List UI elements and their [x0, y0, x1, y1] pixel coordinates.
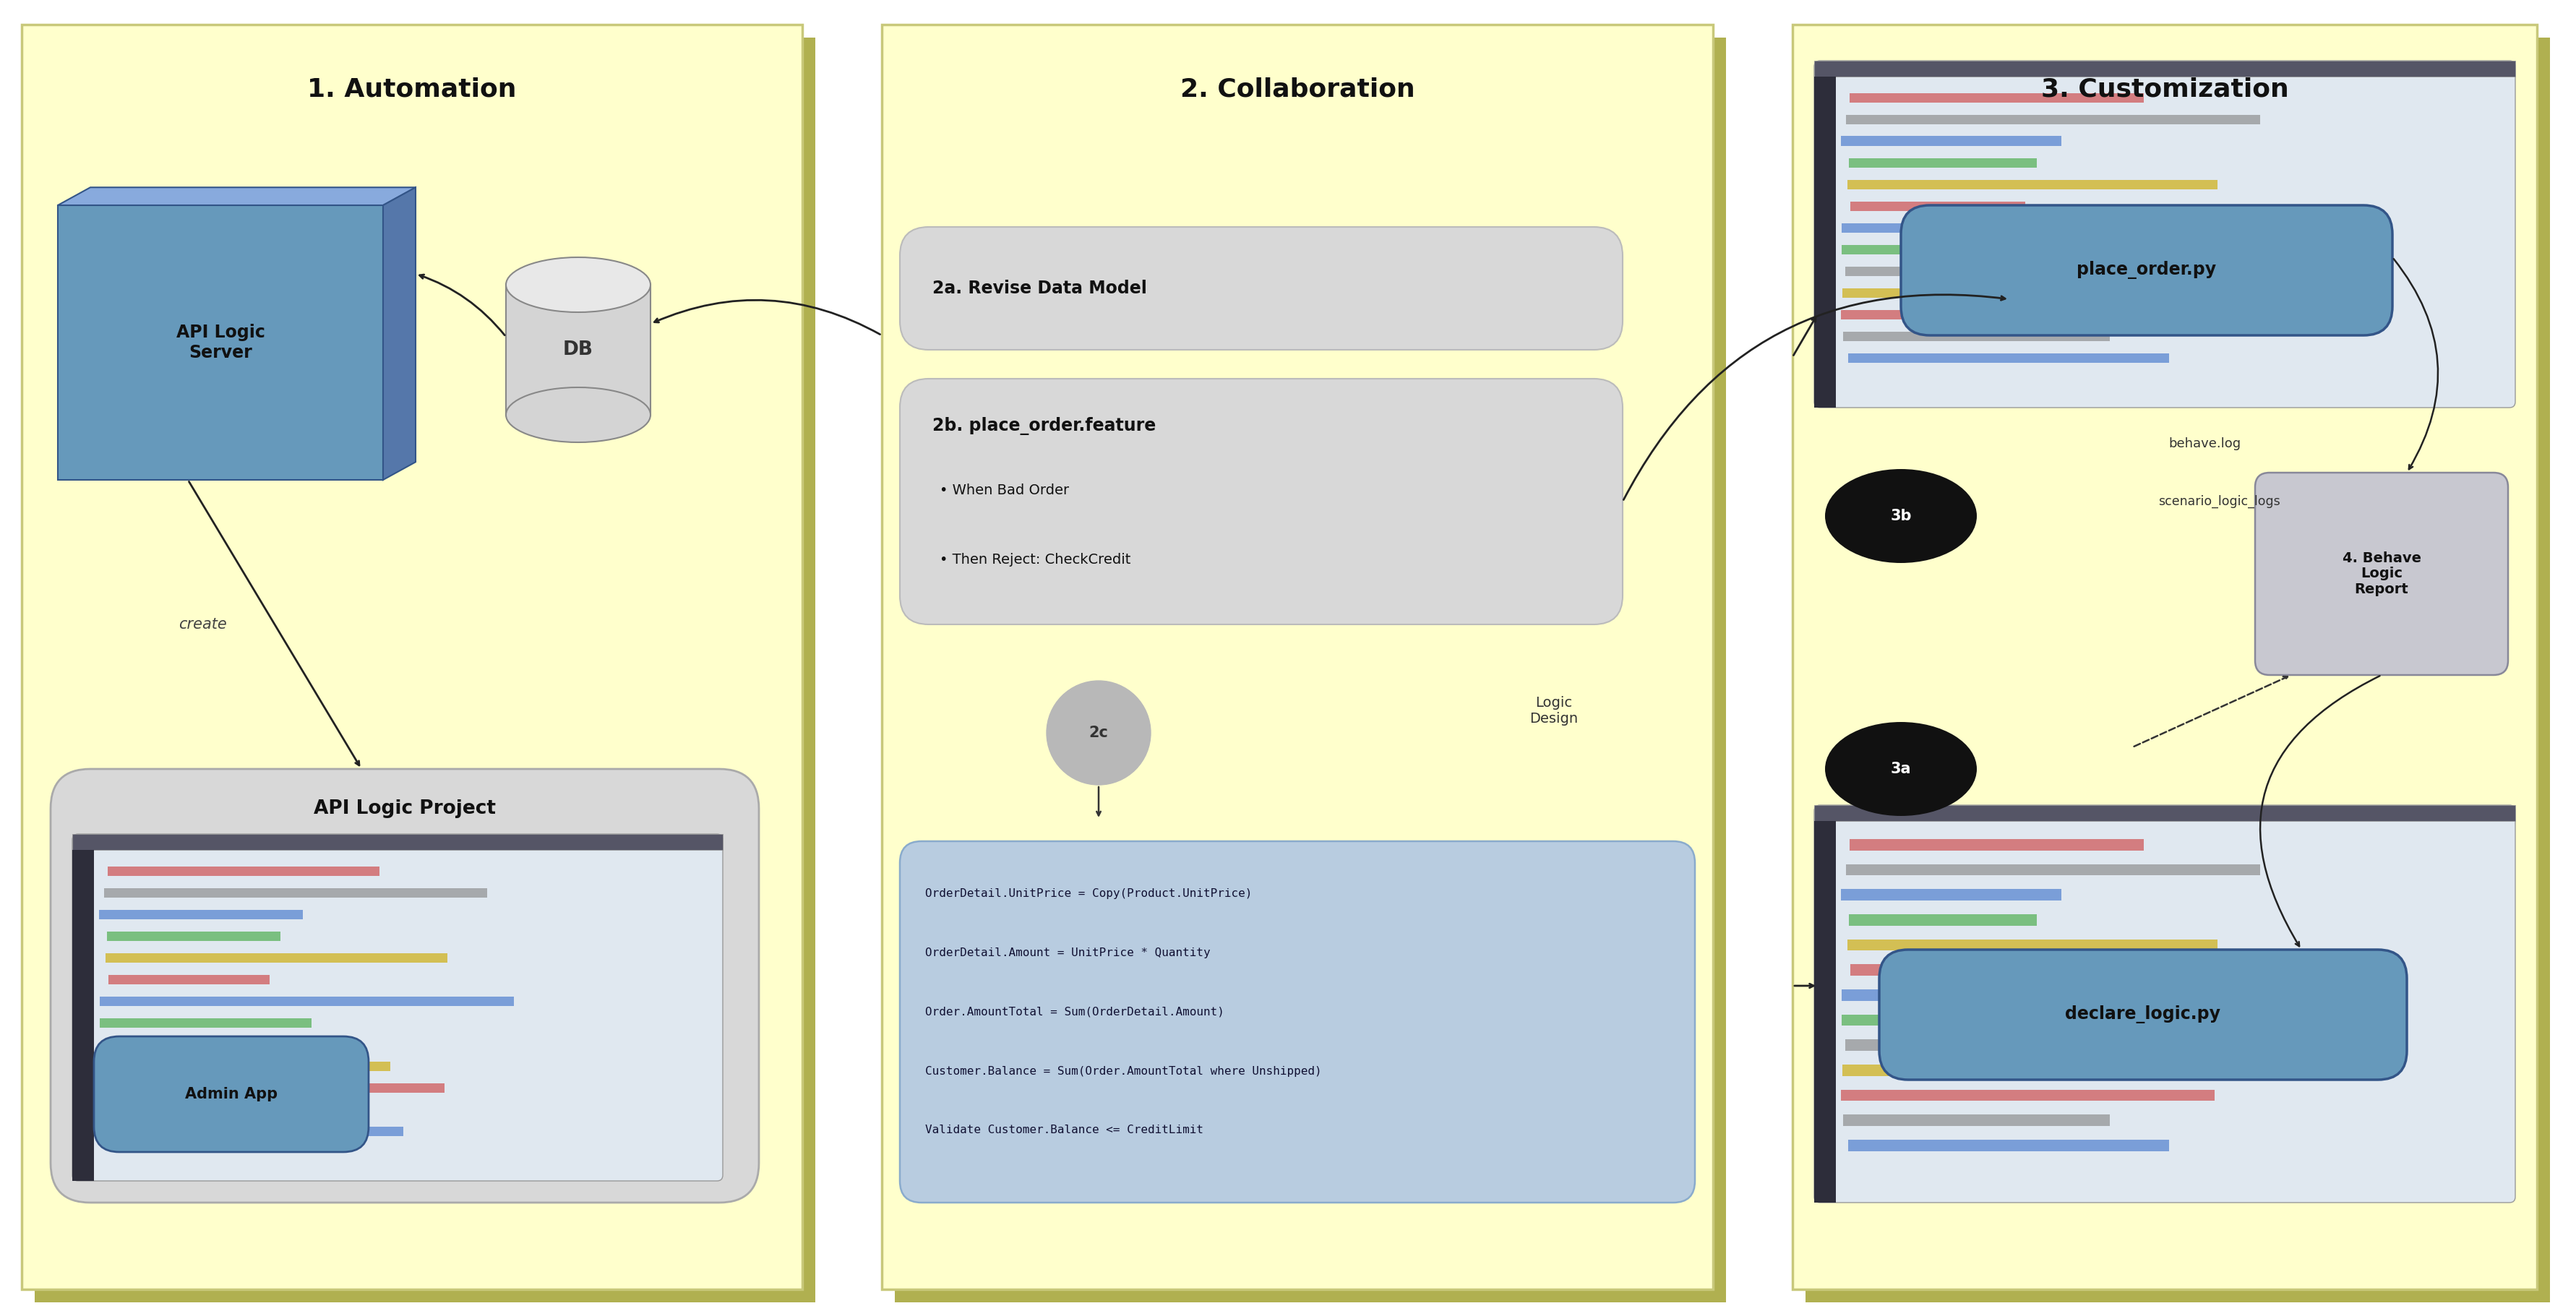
Text: create: create — [178, 617, 227, 632]
FancyBboxPatch shape — [1842, 1015, 2071, 1025]
Text: • When Bad Order: • When Bad Order — [940, 484, 1069, 498]
FancyBboxPatch shape — [93, 1037, 368, 1152]
FancyBboxPatch shape — [1844, 1040, 2115, 1051]
Text: OrderDetail.Amount = UnitPrice * Quantity: OrderDetail.Amount = UnitPrice * Quantit… — [925, 947, 1211, 958]
FancyBboxPatch shape — [1814, 76, 1837, 408]
Text: place_order.py: place_order.py — [2076, 261, 2215, 279]
FancyBboxPatch shape — [1842, 1089, 2215, 1101]
FancyBboxPatch shape — [103, 888, 487, 898]
Text: Admin App: Admin App — [185, 1087, 278, 1101]
FancyBboxPatch shape — [899, 227, 1623, 350]
FancyBboxPatch shape — [1850, 93, 2143, 102]
Text: 3a: 3a — [1891, 762, 1911, 776]
FancyBboxPatch shape — [100, 1062, 392, 1071]
FancyBboxPatch shape — [1814, 805, 2514, 821]
FancyBboxPatch shape — [1844, 266, 2115, 277]
FancyBboxPatch shape — [103, 1040, 353, 1049]
FancyBboxPatch shape — [1814, 821, 1837, 1202]
FancyBboxPatch shape — [1842, 223, 2290, 233]
Polygon shape — [57, 187, 415, 206]
Text: Customer.Balance = Sum(Order.AmountTotal where Unshipped): Customer.Balance = Sum(Order.AmountTotal… — [925, 1066, 1321, 1076]
Text: 3b: 3b — [1891, 509, 1911, 523]
FancyBboxPatch shape — [108, 867, 379, 876]
Polygon shape — [57, 206, 384, 480]
FancyBboxPatch shape — [1850, 202, 2025, 211]
FancyBboxPatch shape — [1844, 332, 2110, 341]
Text: 2b. place_order.feature: 2b. place_order.feature — [933, 417, 1157, 435]
FancyBboxPatch shape — [1850, 914, 2038, 926]
FancyBboxPatch shape — [1847, 353, 2169, 363]
Text: 4. Behave
Logic
Report: 4. Behave Logic Report — [2342, 551, 2421, 597]
FancyBboxPatch shape — [1901, 206, 2393, 336]
FancyBboxPatch shape — [2254, 473, 2509, 675]
FancyBboxPatch shape — [1850, 965, 2025, 975]
FancyBboxPatch shape — [1842, 136, 2061, 146]
FancyBboxPatch shape — [1847, 180, 2218, 189]
Text: API Logic Project: API Logic Project — [314, 800, 495, 818]
FancyBboxPatch shape — [33, 38, 814, 1302]
FancyBboxPatch shape — [1814, 60, 2514, 408]
FancyBboxPatch shape — [1842, 1065, 2156, 1076]
FancyBboxPatch shape — [1842, 889, 2061, 901]
FancyBboxPatch shape — [108, 931, 281, 941]
FancyBboxPatch shape — [100, 1105, 348, 1114]
Text: 2c: 2c — [1090, 725, 1108, 739]
FancyBboxPatch shape — [1844, 1114, 2110, 1126]
Ellipse shape — [505, 387, 652, 442]
Text: 2. Collaboration: 2. Collaboration — [1180, 77, 1414, 102]
FancyBboxPatch shape — [72, 834, 724, 850]
FancyBboxPatch shape — [1880, 949, 2406, 1080]
FancyBboxPatch shape — [98, 1083, 446, 1093]
Text: 3. Customization: 3. Customization — [2040, 77, 2287, 102]
Text: behave.log: behave.log — [2169, 438, 2241, 450]
Circle shape — [1046, 680, 1151, 785]
FancyBboxPatch shape — [72, 834, 724, 1181]
Text: declare_logic.py: declare_logic.py — [2066, 1006, 2221, 1024]
FancyBboxPatch shape — [1847, 864, 2259, 876]
FancyBboxPatch shape — [1842, 288, 2156, 298]
FancyBboxPatch shape — [899, 379, 1623, 624]
FancyBboxPatch shape — [1850, 157, 2038, 168]
FancyBboxPatch shape — [100, 910, 304, 919]
Ellipse shape — [1824, 722, 1976, 815]
FancyBboxPatch shape — [108, 974, 270, 985]
Text: Validate Customer.Balance <= CreditLimit: Validate Customer.Balance <= CreditLimit — [925, 1125, 1203, 1135]
Ellipse shape — [505, 257, 652, 312]
Text: Order.AmountTotal = Sum(OrderDetail.Amount): Order.AmountTotal = Sum(OrderDetail.Amou… — [925, 1007, 1224, 1017]
Text: DB: DB — [564, 341, 592, 359]
Ellipse shape — [1824, 469, 1976, 562]
Text: API Logic
Server: API Logic Server — [175, 324, 265, 362]
FancyBboxPatch shape — [100, 996, 515, 1006]
Text: 1. Automation: 1. Automation — [307, 77, 518, 102]
FancyBboxPatch shape — [894, 38, 1726, 1302]
FancyBboxPatch shape — [1842, 245, 2071, 254]
FancyBboxPatch shape — [1847, 1139, 2169, 1151]
Polygon shape — [384, 187, 415, 480]
FancyBboxPatch shape — [1814, 805, 2514, 1202]
Text: • Then Reject: CheckCredit: • Then Reject: CheckCredit — [940, 552, 1131, 566]
Text: OrderDetail.UnitPrice = Copy(Product.UnitPrice): OrderDetail.UnitPrice = Copy(Product.Uni… — [925, 888, 1252, 899]
Text: 2a. Revise Data Model: 2a. Revise Data Model — [933, 279, 1146, 298]
FancyBboxPatch shape — [1842, 990, 2290, 1000]
FancyBboxPatch shape — [1842, 309, 2215, 320]
FancyBboxPatch shape — [1793, 25, 2537, 1289]
FancyBboxPatch shape — [72, 850, 93, 1181]
Text: scenario_logic_logs: scenario_logic_logs — [2159, 496, 2280, 509]
FancyBboxPatch shape — [1814, 60, 2514, 76]
FancyBboxPatch shape — [881, 25, 1713, 1289]
FancyBboxPatch shape — [21, 25, 801, 1289]
Polygon shape — [505, 284, 652, 414]
FancyBboxPatch shape — [106, 1126, 404, 1137]
FancyBboxPatch shape — [52, 770, 760, 1202]
FancyBboxPatch shape — [100, 1017, 312, 1028]
FancyBboxPatch shape — [1847, 940, 2218, 950]
FancyBboxPatch shape — [1850, 839, 2143, 851]
FancyBboxPatch shape — [1806, 38, 2550, 1302]
Text: Logic
Design: Logic Design — [1530, 696, 1579, 726]
FancyBboxPatch shape — [899, 842, 1695, 1202]
FancyBboxPatch shape — [1847, 114, 2259, 125]
FancyBboxPatch shape — [106, 953, 448, 962]
